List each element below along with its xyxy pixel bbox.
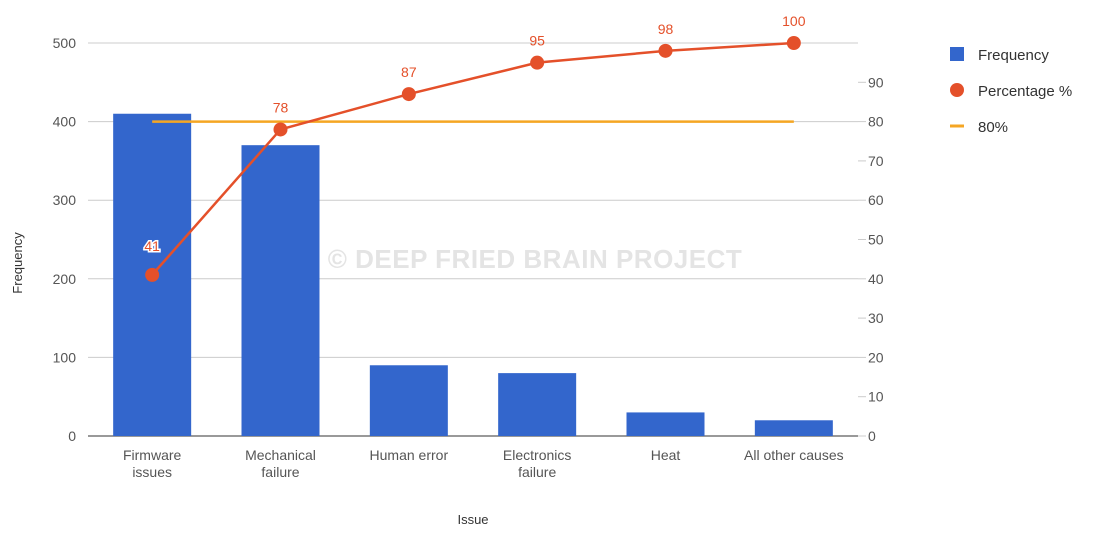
percentage-point (786, 36, 801, 50)
frequency-bar (754, 420, 833, 436)
frequency-bar (241, 145, 320, 436)
y-tick-label: 300 (53, 192, 77, 208)
percentage-data-label: 98 (658, 21, 674, 37)
legend-label: Percentage % (978, 83, 1072, 100)
percentage-point (530, 55, 545, 70)
x-tick-label-line: Firmware (123, 447, 182, 463)
x-tick-label-line: Mechanical (245, 447, 316, 463)
legend-label: Frequency (978, 47, 1049, 64)
x-tick-label: Heat (651, 447, 681, 463)
x-tick-label-line: issues (132, 464, 172, 480)
y2-tick-label: 60 (868, 192, 884, 208)
y-axis-title: Frequency (10, 232, 25, 294)
y2-tick-label: 50 (868, 232, 884, 248)
legend-swatch-frequency (950, 47, 964, 61)
percentage-line (151, 41, 794, 276)
percentage-point (401, 87, 416, 102)
y-tick-label: 400 (53, 114, 77, 130)
y2-tick-label: 90 (868, 74, 884, 90)
y2-tick-label: 10 (868, 389, 884, 405)
y-tick-label: 100 (53, 349, 77, 365)
legend-swatch-percentage (950, 83, 964, 97)
frequency-bar (369, 365, 448, 436)
x-axis-title: Issue (457, 512, 488, 527)
y2-tick-label: 40 (868, 271, 884, 287)
y2-tick-label: 20 (868, 349, 884, 365)
percentage-point (273, 122, 288, 137)
x-tick-label-line: All other causes (744, 447, 844, 463)
y-tick-label: 0 (68, 428, 76, 444)
percentage-data-label: 87 (401, 64, 417, 80)
x-tick-label-line: Human error (370, 447, 449, 463)
y2-tick-label: 0 (868, 428, 876, 444)
x-tick-label-line: Heat (651, 447, 681, 463)
y-tick-label: 200 (53, 271, 77, 287)
y2-tick-label: 30 (868, 310, 884, 326)
legend-label: 80% (978, 119, 1008, 136)
y2-tick-label: 80 (868, 114, 884, 130)
x-tick-label: All other causes (744, 447, 844, 463)
x-tick-label-line: Electronics (503, 447, 571, 463)
percentage-data-label: 78 (273, 99, 289, 115)
x-tick-label-line: failure (518, 464, 556, 480)
percentage-data-label: 41 (144, 238, 160, 254)
watermark-text: © DEEP FRIED BRAIN PROJECT (328, 244, 743, 274)
percentage-point (658, 43, 673, 58)
percentage-data-label: 95 (529, 33, 545, 49)
y-tick-label: 500 (53, 35, 77, 51)
x-tick-label: Electronics failure (503, 447, 571, 480)
x-tick-label: Mechanical failure (245, 447, 316, 480)
x-tick-label-line: failure (261, 464, 299, 480)
frequency-bar (498, 373, 577, 436)
frequency-bar (626, 412, 705, 436)
x-tick-label: Human error (370, 447, 449, 463)
x-tick-label: Firmware issues (123, 447, 182, 480)
percentage-point (145, 267, 160, 282)
percentage-data-label: 100 (782, 13, 806, 29)
y2-tick-label: 70 (868, 153, 884, 169)
